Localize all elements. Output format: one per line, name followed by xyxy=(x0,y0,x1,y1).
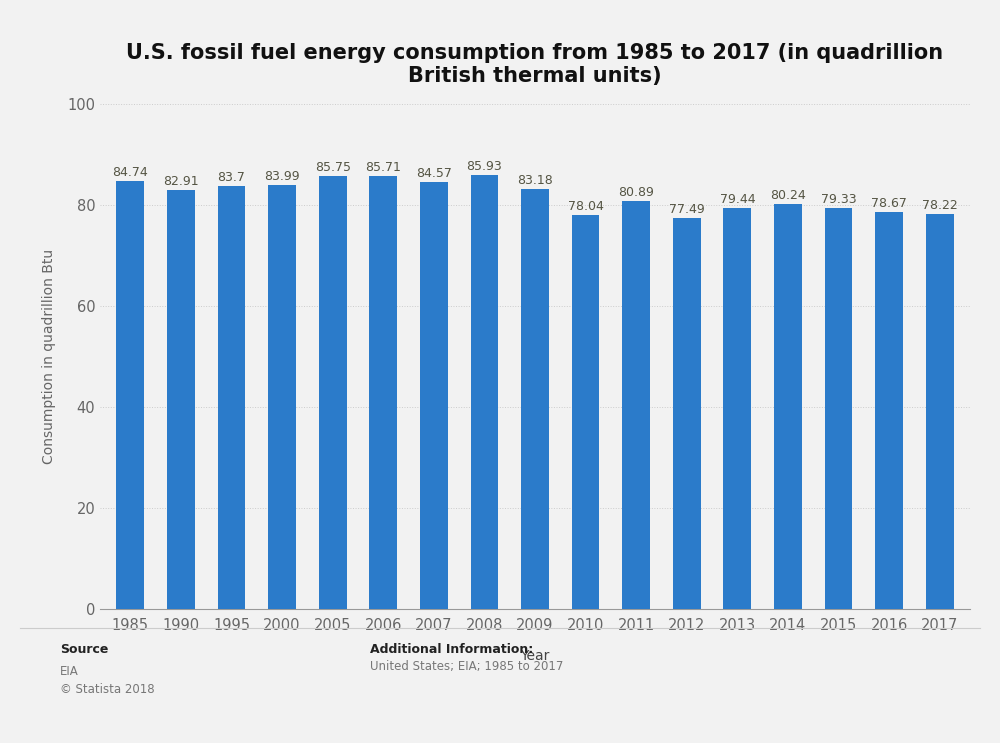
Text: 78.67: 78.67 xyxy=(871,197,907,210)
Text: 83.18: 83.18 xyxy=(517,174,553,187)
Bar xyxy=(369,176,397,609)
Bar xyxy=(774,204,802,609)
Text: 83.99: 83.99 xyxy=(264,170,300,183)
Bar xyxy=(875,212,903,609)
Bar xyxy=(521,189,549,609)
Text: 78.22: 78.22 xyxy=(922,199,958,212)
Text: 79.33: 79.33 xyxy=(821,193,856,207)
Y-axis label: Consumption in quadrillion Btu: Consumption in quadrillion Btu xyxy=(42,249,56,464)
Text: 85.93: 85.93 xyxy=(467,160,502,173)
Bar xyxy=(572,215,599,609)
Bar xyxy=(622,201,650,609)
Text: 80.89: 80.89 xyxy=(618,186,654,198)
Bar xyxy=(218,186,245,609)
Text: Source: Source xyxy=(60,643,108,655)
Title: U.S. fossil fuel energy consumption from 1985 to 2017 (in quadrillion
British th: U.S. fossil fuel energy consumption from… xyxy=(126,42,944,85)
Text: 85.71: 85.71 xyxy=(365,161,401,174)
X-axis label: Year: Year xyxy=(520,649,550,663)
Bar xyxy=(723,208,751,609)
Bar xyxy=(471,175,498,609)
Text: 85.75: 85.75 xyxy=(315,161,351,174)
Text: United States; EIA; 1985 to 2017: United States; EIA; 1985 to 2017 xyxy=(370,660,563,672)
Text: 79.44: 79.44 xyxy=(720,193,755,206)
Bar xyxy=(673,218,701,609)
Text: 84.57: 84.57 xyxy=(416,167,452,180)
Text: EIA
© Statista 2018: EIA © Statista 2018 xyxy=(60,665,155,696)
Text: 80.24: 80.24 xyxy=(770,189,806,202)
Bar xyxy=(319,176,347,609)
Text: 77.49: 77.49 xyxy=(669,203,705,215)
Text: Additional Information:: Additional Information: xyxy=(370,643,533,655)
Bar xyxy=(926,214,954,609)
Bar xyxy=(116,181,144,609)
Text: 83.7: 83.7 xyxy=(218,172,245,184)
Bar xyxy=(167,190,195,609)
Bar xyxy=(420,182,448,609)
Bar xyxy=(825,209,852,609)
Bar xyxy=(268,185,296,609)
Text: 84.74: 84.74 xyxy=(112,166,148,179)
Text: 78.04: 78.04 xyxy=(568,200,604,213)
Text: 82.91: 82.91 xyxy=(163,175,199,188)
